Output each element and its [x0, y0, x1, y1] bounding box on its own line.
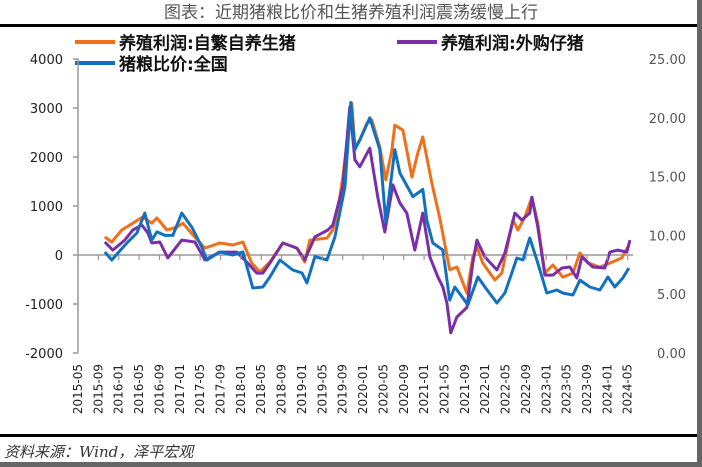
x-axis-tick-label: 2016-09 [152, 364, 166, 414]
right-axis-tick-label: 15.00 [649, 171, 686, 186]
right-axis-tick-label: 25.00 [649, 53, 686, 68]
x-axis-tick-label: 2018-09 [275, 364, 289, 414]
right-axis-tick-label: 20.00 [649, 112, 686, 127]
x-axis-tick-label: 2019-05 [315, 364, 329, 414]
left-axis-tick-label: 1000 [30, 200, 63, 215]
left-axis-tick-label: 2000 [30, 151, 63, 166]
source-note: 资料来源：Wind，泽平宏观 [4, 443, 195, 461]
series-line-1 [103, 101, 630, 295]
series-line-3 [103, 101, 631, 307]
x-axis-tick-label: 2017-05 [193, 364, 207, 414]
legend-label-2: 养殖利润:外购仔猪 [440, 33, 584, 54]
x-axis-tick-label: 2015-09 [91, 364, 105, 414]
title-divider [0, 24, 697, 27]
frame-bottom [0, 462, 702, 467]
x-axis-tick-label: 2015-05 [71, 364, 85, 414]
x-axis-tick-label: 2023-05 [560, 364, 574, 414]
legend-label-3: 猪粮比价:全国 [119, 54, 228, 75]
right-axis-tick-label: 10.00 [649, 229, 686, 244]
x-axis-tick-label: 2018-01 [234, 364, 248, 414]
x-axis-tick-label: 2022-05 [499, 364, 513, 414]
x-axis-tick-label: 2021-05 [437, 364, 451, 414]
x-axis-tick-label: 2023-09 [580, 364, 594, 414]
left-axis-tick-label: 3000 [30, 102, 63, 117]
x-axis-tick-label: 2021-01 [417, 364, 431, 414]
left-axis-tick-label: -1000 [25, 298, 63, 313]
left-axis-tick-label: -2000 [25, 347, 63, 362]
frame-right [697, 0, 702, 467]
x-axis-tick-label: 2024-01 [600, 364, 614, 414]
x-axis-tick-label: 2016-05 [132, 364, 146, 414]
right-axis-tick-label: 5.00 [657, 288, 686, 303]
x-axis-tick-label: 2017-01 [173, 364, 187, 414]
series-line-2 [103, 105, 632, 335]
x-axis-tick-label: 2023-01 [539, 364, 553, 414]
x-axis-tick-label: 2022-01 [478, 364, 492, 414]
legend-label-1: 养殖利润:自繁自养生猪 [118, 33, 296, 54]
x-axis-tick-label: 2024-05 [621, 364, 635, 414]
x-axis-tick-label: 2018-05 [254, 364, 268, 414]
source-divider [0, 434, 697, 437]
x-axis-tick-label: 2020-01 [356, 364, 370, 414]
x-axis-tick-label: 2019-09 [336, 364, 350, 414]
left-axis-tick-label: 4000 [30, 53, 63, 68]
x-axis-ticks: 2015-05 2015-09 2016-01 2016-05 2016-09 2017-… [71, 255, 635, 414]
right-axis-tick-label: 0.00 [657, 347, 686, 362]
plot-lines [103, 101, 632, 335]
chart-title: 图表：近期猪粮比价和生猪养殖利润震荡缓慢上行 [164, 2, 538, 23]
left-axis-tick-label: 0 [55, 249, 63, 264]
x-axis-tick-label: 2021-09 [458, 364, 472, 414]
x-axis-tick-label: 2022-09 [519, 364, 533, 414]
axes: 4000 3000 2000 1000 0 -1000 -2000 25.00 20.00 15.… [25, 53, 686, 362]
x-axis-tick-label: 2019-01 [295, 364, 309, 414]
x-axis-tick-label: 2020-09 [397, 364, 411, 414]
x-axis-tick-label: 2020-05 [376, 364, 390, 414]
x-axis-tick-label: 2016-01 [112, 364, 126, 414]
x-axis-tick-label: 2017-09 [214, 364, 228, 414]
